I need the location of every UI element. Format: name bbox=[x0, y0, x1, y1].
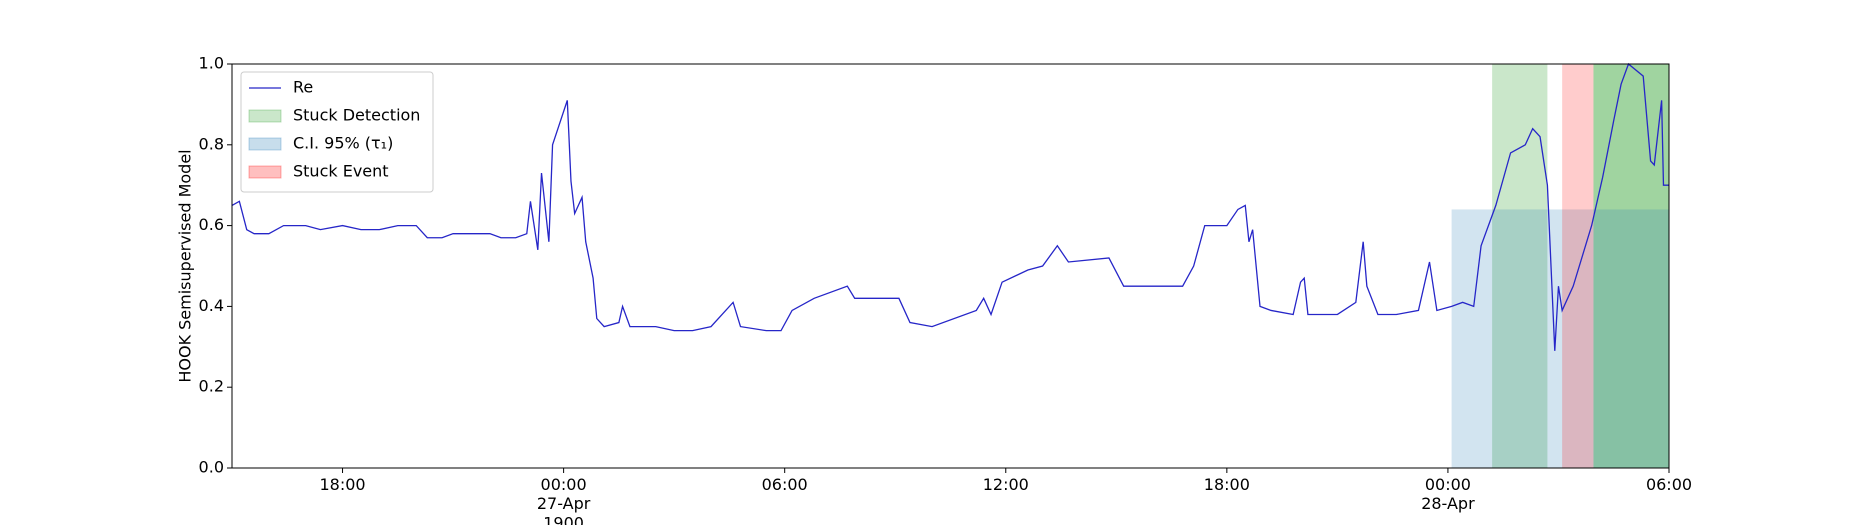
region-span bbox=[1492, 64, 1548, 468]
y-tick-label: 0.6 bbox=[199, 215, 224, 234]
legend-label: Stuck Event bbox=[293, 162, 389, 181]
y-axis-label: HOOK Semisupervised Model bbox=[176, 149, 195, 382]
y-tick-label: 0.0 bbox=[199, 458, 224, 477]
region-span bbox=[1451, 209, 1669, 468]
y-tick-label: 0.8 bbox=[199, 134, 224, 153]
y-tick-label: 0.2 bbox=[199, 377, 224, 396]
data-line bbox=[231, 62, 1669, 351]
legend-patch bbox=[248, 109, 282, 123]
y-tick-label: 1.0 bbox=[199, 54, 224, 73]
x-tick-label: 00:00 28-Apr bbox=[1421, 475, 1475, 513]
legend-patch bbox=[248, 137, 282, 151]
legend-label: C.I. 95% (τ₁) bbox=[293, 134, 393, 153]
x-tick-label: 18:00 bbox=[1204, 475, 1250, 494]
region-span bbox=[1562, 64, 1594, 468]
region-span bbox=[1593, 64, 1669, 468]
legend-box bbox=[240, 71, 434, 193]
legend-label: Stuck Detection bbox=[293, 106, 420, 125]
plot-frame bbox=[231, 63, 1670, 469]
x-tick-label: 06:00 bbox=[762, 475, 808, 494]
y-tick-label: 0.4 bbox=[199, 296, 224, 315]
legend-patch bbox=[248, 165, 282, 179]
x-tick-label: 06:00 bbox=[1646, 475, 1692, 494]
x-tick-label: 12:00 bbox=[983, 475, 1029, 494]
x-tick-label: 18:00 bbox=[319, 475, 365, 494]
legend-label: Re bbox=[293, 78, 313, 97]
x-tick-label: 00:00 27-Apr 1900 bbox=[537, 475, 591, 525]
